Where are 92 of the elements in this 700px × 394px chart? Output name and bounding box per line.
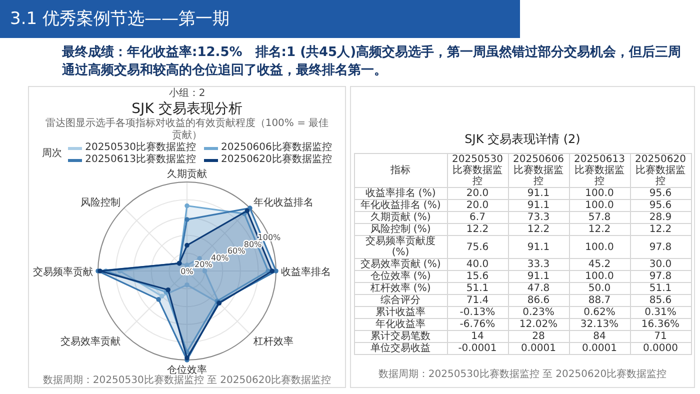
data-label: 73.3 xyxy=(508,212,569,224)
text: 小组：2 xyxy=(168,87,206,100)
chart-title: SJK 交易表现详情 (2) xyxy=(464,131,580,147)
x-tick-label: 20250530比赛数据监控 xyxy=(447,154,508,188)
data-label: 12.2 xyxy=(569,224,630,236)
data-label: 0.31% xyxy=(630,306,691,318)
y-tick-label: 交易效率贡献 (%) xyxy=(354,258,447,270)
y-tick-label: 60% xyxy=(227,246,246,256)
spoke-label: 风险控制 xyxy=(80,196,121,209)
y-tick-label: 收益率排名 (%) xyxy=(354,188,447,200)
data-label: 97.8 xyxy=(630,236,691,258)
data-label: 100.0 xyxy=(569,200,630,212)
data-label: -6.76% xyxy=(447,318,508,330)
data-label: 88.7 xyxy=(569,294,630,306)
data-label: 28.9 xyxy=(630,212,691,224)
chart-subtitle: 雷达图显示选手各项指标对收益的有效贡献程度（100% = 最佳贡献） xyxy=(44,118,330,142)
spoke-label: 交易效率贡献 xyxy=(60,335,121,348)
spoke-label: 年化收益排名 xyxy=(253,196,314,209)
data-label: 95.6 xyxy=(630,200,691,212)
y-tick-label: 风险控制 (%) xyxy=(354,224,447,236)
data-label: 0.23% xyxy=(508,306,569,318)
y-tick-label: 年化收益排名 (%) xyxy=(354,200,447,212)
y-tick-label: 杠杆效率 (%) xyxy=(354,282,447,294)
data-label: 71 xyxy=(630,330,691,342)
spoke-label: 收益率排名 xyxy=(281,266,331,278)
data-label: 86.6 xyxy=(508,294,569,306)
data-label: 84 xyxy=(569,330,630,342)
data-label: 33.3 xyxy=(508,258,569,270)
y-tick-label: 20% xyxy=(194,260,213,270)
data-label: 12.2 xyxy=(508,224,569,236)
data-label: 47.8 xyxy=(508,282,569,294)
data-label: 6.7 xyxy=(447,212,508,224)
legend-label: 20250530比赛数据监控 xyxy=(85,142,196,154)
data-label: 40.0 xyxy=(447,258,508,270)
spoke-label: 杠杆效率 xyxy=(252,335,294,348)
y-tick-label: 单位交易收益 xyxy=(354,342,447,354)
data-label: 100.0 xyxy=(569,270,630,282)
data-label: 100.0 xyxy=(569,236,630,258)
y-tick-label: 仓位效率 (%) xyxy=(354,270,447,282)
data-label: 91.1 xyxy=(508,270,569,282)
data-label: 51.1 xyxy=(447,282,508,294)
data-label: 14 xyxy=(447,330,508,342)
data-label: 0.0000 xyxy=(630,342,691,354)
data-label: 16.36% xyxy=(630,318,691,330)
y-tick-label: 综合评分 xyxy=(354,294,447,306)
y-tick-label: 累计交易笔数 xyxy=(354,330,447,342)
y-tick-label: 年化收益率 xyxy=(354,318,447,330)
data-label: 0.62% xyxy=(569,306,630,318)
legend-title: 周次 xyxy=(42,148,62,160)
text: 最终成绩：年化收益率:12.5% 排名:1 (共45人)高频交易选手，第一周虽然错过部分交易机会，但后三周通过高频交易和较高的仓位追回了收益，最终排名第一。 xyxy=(62,44,682,80)
data-label: -0.0001 xyxy=(447,342,508,354)
spoke-label: 久期贡献 xyxy=(167,168,207,180)
data-label: 12.2 xyxy=(630,224,691,236)
y-tick-label: 0% xyxy=(180,267,194,276)
chart-title: SJK 交易表现分析 xyxy=(132,100,242,118)
y-tick-label: 40% xyxy=(211,253,230,262)
data-label: 28 xyxy=(508,330,569,342)
x-tick-label: 20250613比赛数据监控 xyxy=(569,154,630,188)
spoke-label: 交易频率贡献 xyxy=(33,266,93,278)
data-label: 50.0 xyxy=(569,282,630,294)
data-label: 51.1 xyxy=(630,282,691,294)
data-label: 12.2 xyxy=(447,224,508,236)
data-label: 45.2 xyxy=(569,258,630,270)
data-label: 20.0 xyxy=(447,188,508,200)
x-tick-label: 20250620比赛数据监控 xyxy=(630,154,691,188)
text: 数据周期：20250530比赛数据监控 至 20250620比赛数据监控 xyxy=(378,368,667,381)
data-label: 20.0 xyxy=(447,200,508,212)
y-tick-label: 交易频率贡献度 (%) xyxy=(354,236,447,258)
data-label: 71.4 xyxy=(447,294,508,306)
data-label: 85.6 xyxy=(630,294,691,306)
y-tick-label: 累计收益率 xyxy=(354,306,447,318)
data-label: 97.8 xyxy=(630,270,691,282)
data-label: 95.6 xyxy=(630,188,691,200)
data-label: -0.13% xyxy=(447,306,508,318)
data-label: 91.1 xyxy=(508,188,569,200)
data-label: 15.6 xyxy=(447,270,508,282)
data-label: 0.0001 xyxy=(508,342,569,354)
data-label: 12.02% xyxy=(508,318,569,330)
data-label: 91.1 xyxy=(508,236,569,258)
data-label: 75.6 xyxy=(447,236,508,258)
legend-label: 20250606比赛数据监控 xyxy=(221,142,332,154)
data-label: 57.8 xyxy=(569,212,630,224)
data-label: 100.0 xyxy=(569,188,630,200)
data-label: 32.13% xyxy=(569,318,630,330)
data-label: 30.0 xyxy=(630,258,691,270)
text: 3.1 优秀案例节选——第一期 xyxy=(0,0,520,38)
data-label: 0.0001 xyxy=(569,342,630,354)
y-axis-title: 指标 xyxy=(354,154,447,188)
y-tick-label: 久期贡献 (%) xyxy=(354,212,447,224)
text: 数据周期：20250530比赛数据监控 至 20250620比赛数据监控 xyxy=(42,374,332,387)
data-label: 91.1 xyxy=(508,200,569,212)
x-tick-label: 20250606比赛数据监控 xyxy=(508,154,569,188)
